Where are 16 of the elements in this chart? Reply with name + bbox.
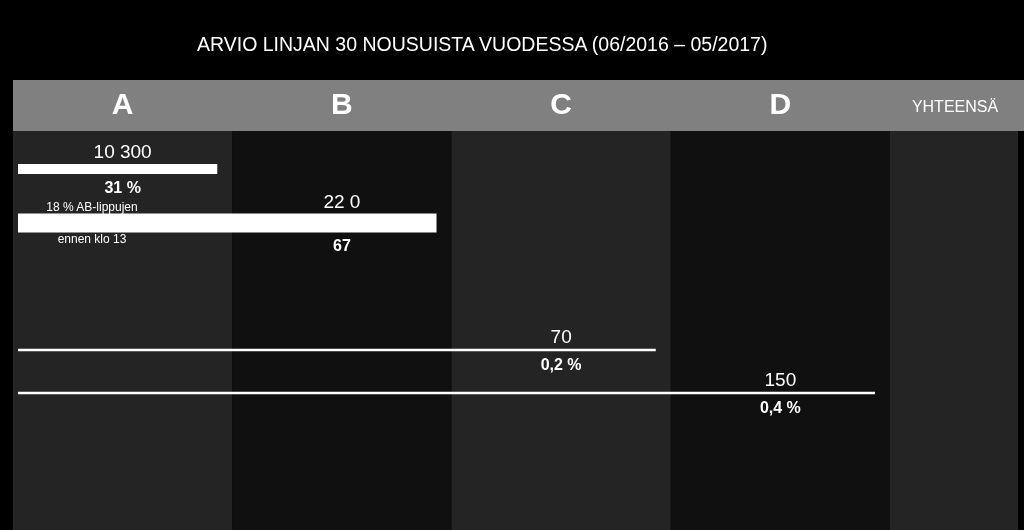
- category-label: D: [769, 87, 792, 120]
- text: ennen klo 13: [57, 232, 127, 246]
- text: 70: [550, 325, 572, 347]
- data-label: 67: [332, 237, 351, 255]
- category-label: C: [550, 87, 572, 120]
- data-label: 31 %: [104, 179, 141, 197]
- text: 18 % AB-lippujen: [46, 200, 138, 214]
- category-label: A: [111, 87, 134, 120]
- category-label: YHTEENSÄ: [911, 98, 999, 115]
- text: 150: [764, 368, 797, 390]
- text: ARVIO LINJAN 30 NOUSUISTA VUODESSA (06/2016 – 05/2017): [197, 33, 768, 55]
- text: 10 300: [93, 140, 152, 162]
- category-label: B: [331, 87, 353, 120]
- data-label: 0,4 %: [759, 399, 801, 417]
- text: 22 0: [323, 190, 361, 212]
- data-label: 0,2 %: [540, 356, 582, 374]
